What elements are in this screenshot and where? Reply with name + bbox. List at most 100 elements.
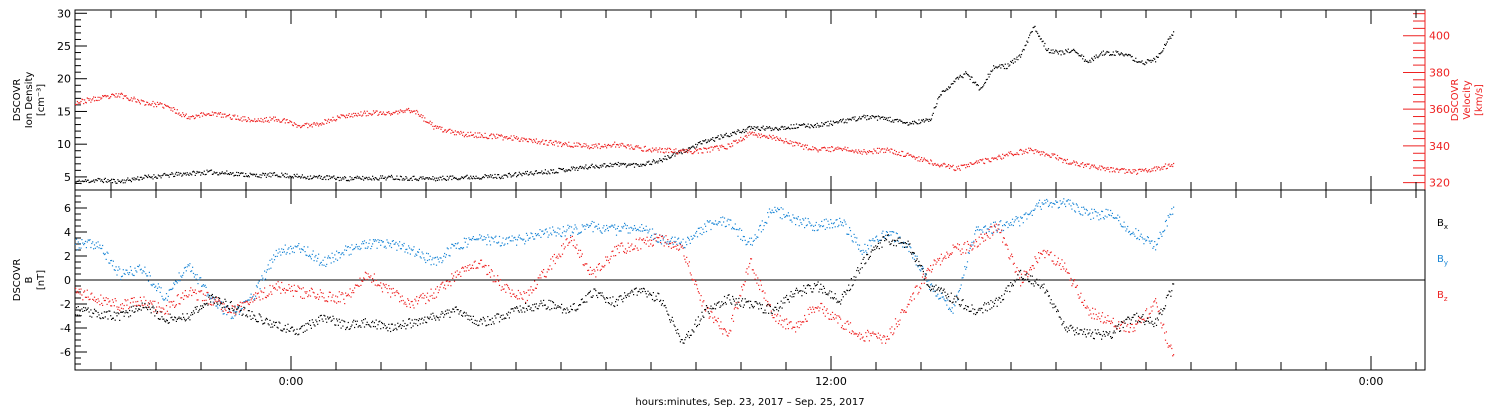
ion-density-point [244, 175, 246, 178]
by-point [852, 241, 854, 243]
bz-point [546, 271, 548, 273]
bz-point [75, 292, 78, 294]
by-point [822, 225, 824, 228]
by-point [1129, 234, 1131, 236]
by-point [775, 209, 777, 211]
by-point [498, 241, 500, 243]
by-point [633, 225, 636, 227]
ion-density-point [773, 129, 775, 131]
ion-density-point [423, 178, 425, 180]
velocity-point [784, 141, 786, 143]
top-ylabel-right-2: Velocity [1462, 80, 1473, 119]
ion-density-point [144, 174, 146, 176]
by-point [270, 267, 272, 269]
ion-density-point [486, 175, 488, 177]
ion-density-point [129, 179, 132, 181]
velocity-point [1010, 151, 1012, 153]
velocity-point [773, 137, 775, 139]
by-point [710, 228, 712, 231]
bz-point [904, 311, 906, 313]
ion-density-point [1039, 38, 1041, 40]
velocity-point [775, 139, 777, 141]
bz-point [632, 249, 634, 251]
bz-point [373, 273, 375, 275]
by-point [1165, 219, 1167, 221]
bz-point [274, 288, 276, 290]
by-point [1084, 212, 1086, 214]
bz-point [142, 305, 144, 307]
ion-density-point [527, 174, 529, 176]
ion-density-point [161, 175, 163, 177]
ion-density-point [1173, 31, 1175, 33]
velocity-point [344, 115, 346, 118]
ion-density-point [390, 174, 393, 176]
velocity-point [882, 148, 884, 150]
velocity-point [664, 148, 666, 150]
velocity-point [311, 126, 313, 128]
ion-density-point [615, 162, 617, 164]
by-point [1000, 220, 1002, 222]
by-point [174, 280, 177, 282]
velocity-point [255, 120, 258, 122]
ion-density-point [296, 173, 298, 175]
velocity-point [642, 150, 644, 152]
bz-point [1158, 310, 1160, 312]
bz-point [686, 256, 688, 258]
velocity-point [1084, 163, 1086, 166]
velocity-point [804, 144, 807, 146]
by-point [701, 233, 703, 236]
ion-density-point [500, 177, 502, 179]
velocity-point [379, 111, 381, 113]
bz-point [223, 303, 225, 305]
bz-point [187, 296, 189, 298]
velocity-point [111, 93, 113, 96]
ion-density-point [189, 172, 191, 174]
by-point [1090, 218, 1092, 220]
by-point [753, 239, 755, 241]
velocity-point [396, 110, 398, 112]
bz-point [554, 262, 556, 265]
by-point [934, 290, 936, 292]
bz-point [798, 327, 800, 329]
velocity-point [322, 123, 324, 125]
ion-density-point [418, 178, 420, 180]
velocity-point [471, 134, 474, 136]
velocity-point [284, 122, 286, 124]
ion-density-point [302, 177, 304, 179]
velocity-point [648, 148, 650, 151]
bz-point [909, 299, 911, 301]
velocity-point [168, 106, 170, 108]
velocity-point [1051, 153, 1053, 155]
velocity-point [136, 101, 138, 103]
velocity-point [551, 142, 553, 144]
ion-density-point [89, 181, 91, 183]
by-point [288, 247, 290, 249]
ion-density-point [809, 127, 811, 129]
bz-point [93, 296, 96, 298]
by-point [1133, 233, 1135, 235]
bz-point [1026, 271, 1028, 273]
velocity-point [865, 152, 867, 154]
ion-density-point [1048, 52, 1050, 54]
velocity-point [917, 160, 919, 162]
velocity-point [240, 117, 242, 119]
bz-point [76, 290, 78, 293]
bz-point [509, 292, 511, 294]
by-point [346, 246, 348, 248]
by-point [165, 297, 167, 299]
bz-point [943, 257, 945, 259]
ion-density-point [525, 173, 528, 175]
velocity-point [694, 150, 696, 153]
bz-point [657, 237, 659, 239]
by-point [241, 307, 243, 310]
ion-density-point [690, 146, 692, 149]
bz-point [717, 317, 719, 319]
by-point [981, 229, 983, 231]
by-point [747, 241, 749, 243]
by-point [1126, 228, 1128, 230]
ion-density-point [371, 179, 373, 181]
bz-point [736, 307, 738, 309]
velocity-point [388, 111, 390, 113]
bz-point [986, 234, 988, 237]
ion-density-point [800, 124, 802, 126]
